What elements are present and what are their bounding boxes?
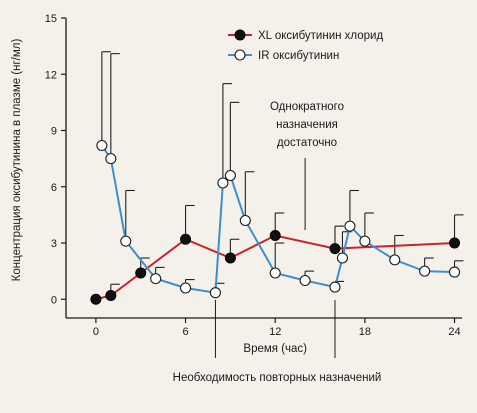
ir-point [179, 282, 192, 294]
xl-point [180, 233, 192, 245]
xl-point [105, 290, 117, 301]
xl-point [224, 252, 236, 264]
xl-point [269, 230, 281, 241]
y-tick-label: 15 [45, 13, 57, 25]
x-tick-label: 0 [93, 326, 99, 338]
ir-point [299, 274, 311, 287]
xl-point [329, 243, 341, 255]
y-tick-label: 6 [51, 182, 57, 194]
ir-point [419, 265, 431, 277]
legend-xl-label: XL оксибутинин хлорид [258, 30, 383, 42]
y-tick-label: 9 [51, 126, 57, 138]
xl-point [90, 293, 102, 305]
ir-point [209, 287, 221, 299]
ir-point [336, 252, 349, 264]
ir-point [389, 254, 401, 266]
y-tick-label: 12 [45, 69, 57, 81]
annotation-single-dose-text: достаточно [277, 137, 337, 149]
legend-ir-marker [234, 49, 246, 61]
ir-point [344, 220, 356, 232]
y-axis-title: Концентрация оксибутинина в плазме (нг/м… [11, 39, 23, 282]
ir-point [448, 266, 461, 278]
ir-point [269, 267, 281, 279]
annotation-single-dose-text: Однократного [270, 101, 344, 113]
ir-point [105, 153, 117, 165]
ir-point [120, 235, 132, 247]
ir-point [224, 169, 236, 182]
ir-point [239, 214, 251, 227]
y-tick-label: 0 [51, 294, 57, 306]
xl-point [449, 237, 461, 249]
x-axis-title: Время (час) [243, 343, 307, 355]
ir-point [329, 281, 341, 293]
ir-point [217, 177, 229, 189]
xl-point [135, 267, 147, 279]
x-tick-label: 6 [182, 326, 188, 338]
y-tick-label: 3 [51, 238, 57, 250]
ir-point [150, 273, 162, 285]
ir-point [359, 235, 371, 247]
legend-xl-marker [234, 29, 246, 41]
ir-series-line [101, 144, 455, 294]
annotation-single-dose-text: назначения [276, 119, 338, 131]
x-tick-label: 12 [269, 326, 281, 338]
annotation-repeat-dose-text: Необходимость повторных назначений [173, 372, 382, 384]
legend-ir-label: IR оксибутинин [258, 50, 339, 62]
x-tick-label: 24 [448, 326, 460, 338]
x-tick-label: 18 [359, 326, 371, 338]
xl-series-line [95, 234, 455, 301]
ir-point [96, 139, 108, 152]
